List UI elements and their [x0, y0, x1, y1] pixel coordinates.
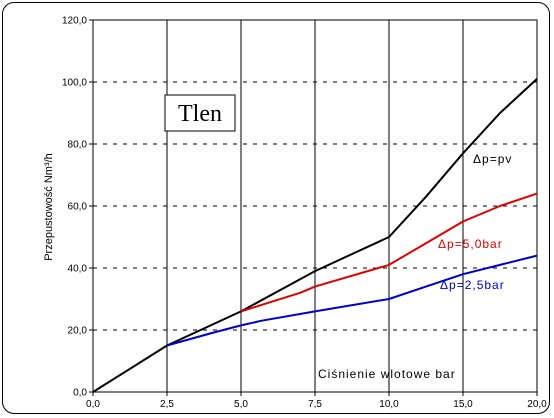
x-tick-label: 20,0 — [527, 399, 547, 410]
series-line-2 — [166, 254, 538, 347]
series-line-1 — [240, 192, 538, 313]
y-tick-label: 0,0 — [73, 388, 87, 399]
y-tick-label: 60,0 — [68, 202, 88, 213]
y-tick-label: 40,0 — [68, 264, 88, 275]
x-tick-label: 10,0 — [379, 399, 399, 410]
x-tick-label: 2,5 — [160, 399, 174, 410]
tlen-label: Tlen — [178, 101, 222, 127]
series-line-0 — [92, 78, 538, 393]
y-tick-label: 20,0 — [68, 326, 88, 337]
y-tick-label: 100,0 — [62, 78, 87, 89]
y-tick-label: 80,0 — [68, 140, 88, 151]
series-label-5bar: Δp=5,0bar — [438, 237, 503, 251]
series-label-25bar: Δp=2,5bar — [440, 278, 505, 292]
series-label-pv: Δp=pv — [473, 152, 512, 166]
x-axis-annotation: Ciśnienie wlotowe bar — [318, 367, 456, 381]
x-tick-label: 7,5 — [308, 399, 322, 410]
y-tick-label: 120,0 — [62, 16, 87, 27]
x-tick-label: 15,0 — [453, 399, 473, 410]
x-tick-label: 5,0 — [234, 399, 248, 410]
tlen-box — [164, 94, 236, 132]
y-axis-label: Przepustowość Nm³/h — [43, 153, 55, 261]
x-tick-label: 0,0 — [86, 399, 100, 410]
